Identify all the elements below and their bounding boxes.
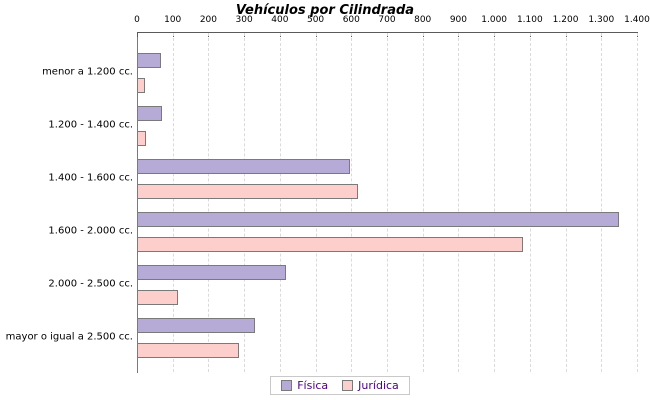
gridline [172,33,174,372]
legend-item-fisica: Física [281,379,328,392]
gridline [315,33,317,372]
category-label: 1.600 - 2.000 cc. [48,225,133,237]
gridline [529,33,531,372]
x-axis-tick-label: 600 [342,15,360,25]
gridline [458,33,460,372]
bar-juridica [137,78,145,94]
bar-juridica [137,342,239,358]
bar-fisica [137,105,162,121]
legend-label-fisica: Física [297,379,329,392]
x-axis-tick-label: 500 [306,15,325,25]
x-axis-tick-label: 400 [271,15,289,25]
bar-juridica [137,131,146,147]
category-label: menor a 1.200 cc. [42,66,133,78]
legend: Física Jurídica [0,376,650,395]
gridline [208,33,210,372]
legend-swatch-fisica [281,380,293,391]
bar-juridica [137,289,178,305]
x-axis-tick-label: 1.400 [624,15,650,25]
gridline [494,33,496,372]
x-axis-tick-label: 700 [378,15,396,25]
bar-fisica [137,53,161,68]
x-axis-tick-label: 1.000 [481,15,508,25]
gridline [351,33,353,372]
legend-label-juridica: Jurídica [358,379,399,392]
x-axis-tick-label: 100 [164,15,182,25]
x-axis-tick-label: 800 [414,15,432,25]
x-axis-tick-label: 0 [134,15,140,25]
legend-item-juridica: Jurídica [342,379,399,392]
legend-box: Física Jurídica [270,376,410,395]
bar-fisica [137,158,350,174]
x-axis-tick-label: 1.200 [552,15,579,25]
legend-swatch-juridica [342,380,354,391]
category-label: 1.200 - 1.400 cc. [48,119,133,131]
bar-fisica [137,264,286,280]
bar-fisica [137,211,619,227]
gridline [387,33,388,372]
bar-juridica [137,237,523,252]
gridline [244,33,246,372]
x-axis-tick-label: 900 [449,15,468,25]
category-label: 1.400 - 1.600 cc. [48,172,133,184]
gridline [422,33,424,372]
x-axis-tick-label: 300 [235,15,253,25]
chart-title: Vehículos por Cilindrada [235,3,415,18]
x-axis-tick-label: 1.100 [516,15,543,25]
gridline [637,33,638,372]
y-axis-line [137,32,138,373]
x-axis-tick-label: 200 [199,15,218,25]
bar-fisica [137,317,255,333]
x-axis-tick-label: 1.300 [588,15,615,25]
bar-juridica [137,184,358,200]
gridline [565,33,567,372]
gridline [279,33,281,372]
gridline [601,33,603,372]
x-axis-tick-mark [137,32,138,37]
category-label: mayor o igual a 2.500 cc. [5,331,133,342]
category-label: 2.000 - 2.500 cc. [48,278,133,290]
